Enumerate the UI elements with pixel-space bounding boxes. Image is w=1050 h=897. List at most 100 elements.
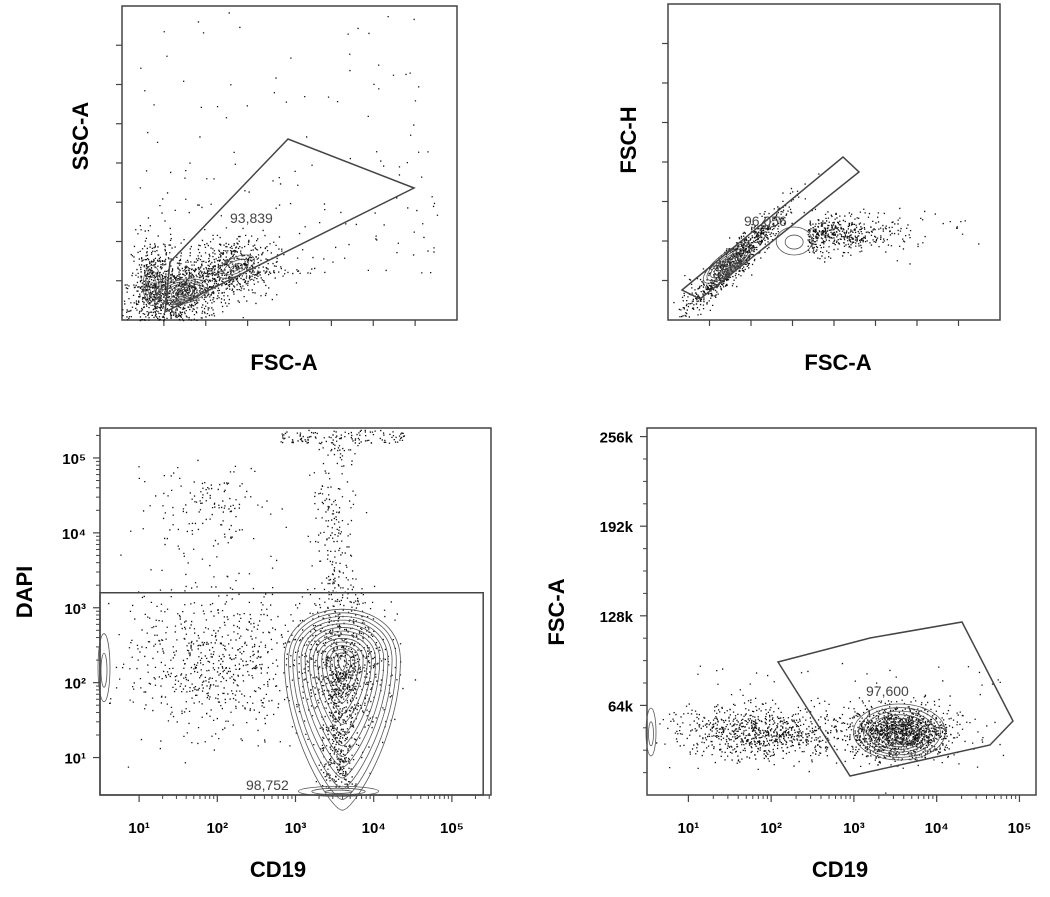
contour-line bbox=[717, 254, 740, 273]
x-tick-label: 10² bbox=[760, 820, 782, 837]
contour-line bbox=[292, 616, 393, 790]
contour-line bbox=[163, 282, 202, 302]
event-dot-cloud bbox=[656, 662, 1005, 794]
axis-ticks bbox=[662, 42, 960, 326]
event-dot-cloud bbox=[122, 12, 439, 322]
contour-line bbox=[868, 714, 931, 753]
y-tick-label: 128k bbox=[600, 609, 634, 626]
gate-rectangle bbox=[99, 592, 484, 796]
x-tick-label: 10³ bbox=[843, 820, 865, 837]
contour-line bbox=[100, 652, 108, 688]
x-tick-label: 10¹ bbox=[678, 820, 700, 837]
contour-line bbox=[721, 257, 736, 271]
density-contours bbox=[645, 703, 946, 761]
contour-line bbox=[312, 634, 372, 736]
contour-line bbox=[296, 619, 389, 779]
contour-line bbox=[288, 612, 397, 800]
event-dots bbox=[122, 12, 439, 322]
axis-ticks: 10¹ 10² 10³ 10⁴ 10⁵ 10¹ 10² 10³ 10⁴ 10⁵ bbox=[62, 434, 490, 837]
y-tick-label: 10⁴ bbox=[62, 526, 86, 543]
contour-line bbox=[784, 234, 804, 250]
density-contours bbox=[97, 608, 401, 811]
x-tick-label: 10⁴ bbox=[362, 820, 386, 837]
event-dots bbox=[108, 429, 417, 789]
x-tick-label: 10⁴ bbox=[925, 820, 949, 837]
contour-line bbox=[167, 284, 198, 301]
contour-line bbox=[308, 630, 377, 747]
contour-line bbox=[645, 707, 657, 757]
event-dots bbox=[656, 662, 1005, 794]
contour-line bbox=[144, 270, 160, 302]
x-tick-label: 10¹ bbox=[128, 820, 150, 837]
contour-line bbox=[873, 717, 926, 750]
panel-dapi-vs-cd19: 10¹ 10² 10³ 10⁴ 10⁵ 10¹ 10² 10³ 10⁴ 10⁵ 98,752 CD… bbox=[12, 427, 492, 882]
gate-count-label: 93,839 bbox=[230, 210, 273, 226]
y-tick-label: 256k bbox=[600, 430, 634, 447]
x-axis-title: FSC-A bbox=[250, 350, 317, 375]
contour-line bbox=[298, 785, 379, 797]
gate-count-label: 98,752 bbox=[246, 777, 289, 793]
contour-line bbox=[883, 725, 916, 745]
y-tick-label: 10¹ bbox=[64, 751, 86, 768]
y-tick-label: 192k bbox=[600, 519, 634, 536]
contour-line bbox=[325, 645, 360, 704]
density-contours bbox=[702, 226, 813, 284]
contour-line bbox=[304, 627, 381, 758]
contour-line bbox=[648, 721, 654, 747]
contour-line bbox=[878, 721, 921, 748]
y-axis-title: DAPI bbox=[12, 566, 37, 619]
contour-line bbox=[893, 732, 905, 740]
plot-frame bbox=[667, 3, 1001, 321]
panel-fsch-vs-fsca: 96,056 FSC-A FSC-H bbox=[616, 3, 1001, 375]
y-tick-label: 10⁵ bbox=[62, 451, 86, 468]
contour-line bbox=[775, 226, 813, 256]
contour-line bbox=[710, 248, 746, 279]
contour-line bbox=[324, 789, 353, 794]
x-tick-label: 10⁵ bbox=[1008, 820, 1032, 837]
x-tick-label: 10² bbox=[206, 820, 228, 837]
x-axis-title: CD19 bbox=[250, 857, 306, 882]
contour-line bbox=[142, 265, 162, 306]
y-tick-label: 64k bbox=[608, 698, 634, 715]
x-axis-title: FSC-A bbox=[804, 350, 871, 375]
contour-line bbox=[853, 703, 946, 761]
gate-polygon bbox=[680, 156, 861, 300]
contour-line bbox=[178, 291, 187, 296]
y-tick-label: 10² bbox=[64, 676, 86, 693]
gate-count-label: 96,056 bbox=[744, 213, 787, 229]
gate-polygon bbox=[776, 621, 1014, 777]
contour-line bbox=[724, 260, 733, 268]
contour-line bbox=[149, 282, 155, 294]
contour-line bbox=[223, 258, 249, 276]
axis-ticks bbox=[116, 44, 416, 326]
axis-ticks: 10¹ 10² 10³ 10⁴ 10⁵ 64k 128k 192k 256k bbox=[600, 430, 1032, 837]
gate-polygon bbox=[164, 138, 416, 314]
event-dot-cloud bbox=[108, 429, 417, 789]
y-axis-title: SSC-A bbox=[68, 102, 93, 171]
event-dots bbox=[673, 173, 980, 318]
contour-line bbox=[888, 728, 911, 742]
contour-line bbox=[337, 656, 348, 672]
y-axis-title: FSC-A bbox=[544, 578, 569, 645]
panel-ssc-vs-fsc: 93,839 FSC-A SSC-A bbox=[68, 5, 458, 375]
contour-line bbox=[329, 648, 356, 693]
x-tick-label: 10⁵ bbox=[440, 820, 464, 837]
contour-line bbox=[283, 608, 401, 811]
contour-line bbox=[863, 710, 936, 756]
contour-line bbox=[229, 263, 243, 272]
contour-line bbox=[858, 707, 941, 758]
contour-line bbox=[317, 638, 368, 725]
contour-line bbox=[147, 276, 158, 298]
contour-line bbox=[174, 288, 191, 298]
panel-fsca-vs-cd19: 10¹ 10² 10³ 10⁴ 10⁵ 64k 128k 192k 256k 97,600 CD… bbox=[544, 427, 1037, 882]
contour-line bbox=[300, 623, 385, 768]
contour-line bbox=[713, 251, 743, 276]
plot-frame bbox=[99, 427, 492, 796]
contour-line bbox=[333, 652, 352, 683]
x-tick-label: 10³ bbox=[285, 820, 307, 837]
contour-line bbox=[171, 286, 194, 299]
contour-line bbox=[321, 641, 364, 715]
x-axis-title: CD19 bbox=[812, 857, 868, 882]
plot-frame bbox=[646, 427, 1037, 796]
